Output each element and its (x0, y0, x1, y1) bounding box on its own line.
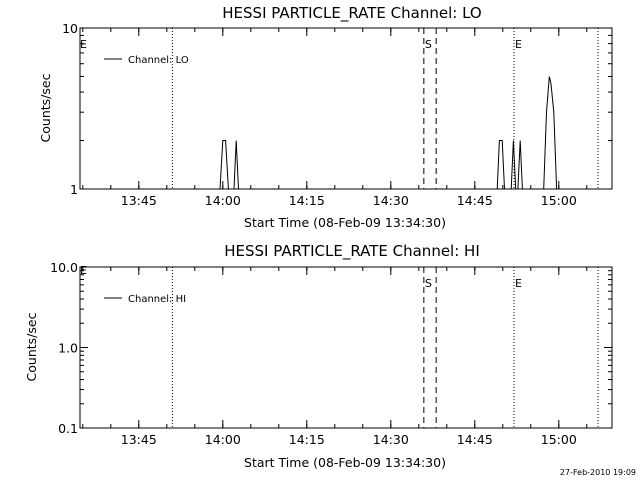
timestamp: 27-Feb-2010 19:09 (560, 468, 636, 477)
plot-frame (79, 27, 613, 190)
y-tick-label: 0.1 (58, 421, 78, 436)
x-tick-label: 13:45 (121, 432, 157, 447)
panel-hi: HESSI PARTICLE_RATE Channel: HI Start Ti… (24, 242, 613, 470)
x-tick-label: 13:45 (121, 193, 157, 208)
left-marker-e: E (80, 38, 87, 51)
x-axis-title: Start Time (08-Feb-09 13:34:30) (244, 215, 446, 230)
marker-e: E (515, 38, 522, 51)
chart-title: HESSI PARTICLE_RATE Channel: LO (222, 4, 481, 23)
legend-label: Channel: LO (128, 55, 189, 66)
marker-e: E (515, 277, 522, 290)
x-tick-label: 14:30 (373, 193, 409, 208)
y-tick-label: 10.0 (50, 260, 78, 275)
y-axis-title: Counts/sec (24, 312, 39, 381)
legend-label: Channel: HI (128, 294, 186, 305)
y-axis-title: Counts/sec (38, 73, 53, 142)
x-tick-label: 14:45 (457, 432, 493, 447)
panel-lo: HESSI PARTICLE_RATE Channel: LO Start Ti… (38, 4, 613, 230)
y-tick-label: 1 (70, 182, 78, 197)
x-tick-label: 14:00 (205, 432, 241, 447)
marker-s: S (425, 38, 432, 51)
x-axis-title: Start Time (08-Feb-09 13:34:30) (244, 455, 446, 470)
x-tick-label: 14:30 (373, 432, 409, 447)
x-tick-label: 14:00 (205, 193, 241, 208)
x-tick-label: 15:00 (541, 193, 577, 208)
x-tick-label: 14:15 (289, 432, 325, 447)
x-tick-label: 15:00 (541, 432, 577, 447)
x-tick-label: 14:15 (289, 193, 325, 208)
plot-frame (79, 266, 613, 429)
chart-title: HESSI PARTICLE_RATE Channel: HI (224, 242, 480, 261)
y-tick-label: 1.0 (58, 341, 78, 356)
marker-s: S (425, 277, 432, 290)
series-line (219, 76, 558, 190)
x-tick-label: 14:45 (457, 193, 493, 208)
y-tick-label: 10 (62, 21, 78, 36)
